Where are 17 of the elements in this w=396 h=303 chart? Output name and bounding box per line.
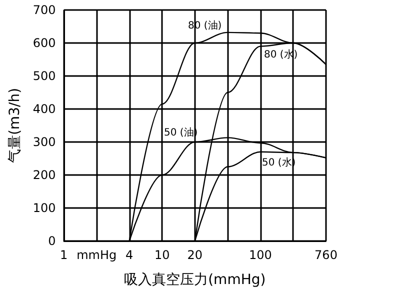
y-axis-title: 气量(m3/h)	[7, 88, 23, 164]
x-tick-label: 760	[314, 248, 338, 262]
x-axis-title: 吸入真空压力(mmHg)	[124, 272, 266, 288]
y-tick-label: 500	[32, 69, 56, 83]
y-tick-label: 400	[32, 102, 56, 116]
y-tick-label: 700	[32, 3, 56, 17]
x-tick-label: 100	[249, 248, 272, 262]
x-tick-label: mmHg	[76, 248, 117, 262]
x-tick-label: 10	[154, 248, 170, 262]
x-tick-label: 1	[60, 248, 68, 262]
y-tick-label: 100	[32, 201, 56, 215]
y-tick-label: 600	[32, 36, 56, 50]
y-tick-label: 200	[32, 168, 56, 182]
y-tick-label: 0	[48, 234, 56, 248]
x-tick-label: 4	[126, 248, 134, 262]
y-tick-label: 300	[32, 135, 56, 149]
x-tick-label: 20	[187, 248, 203, 262]
